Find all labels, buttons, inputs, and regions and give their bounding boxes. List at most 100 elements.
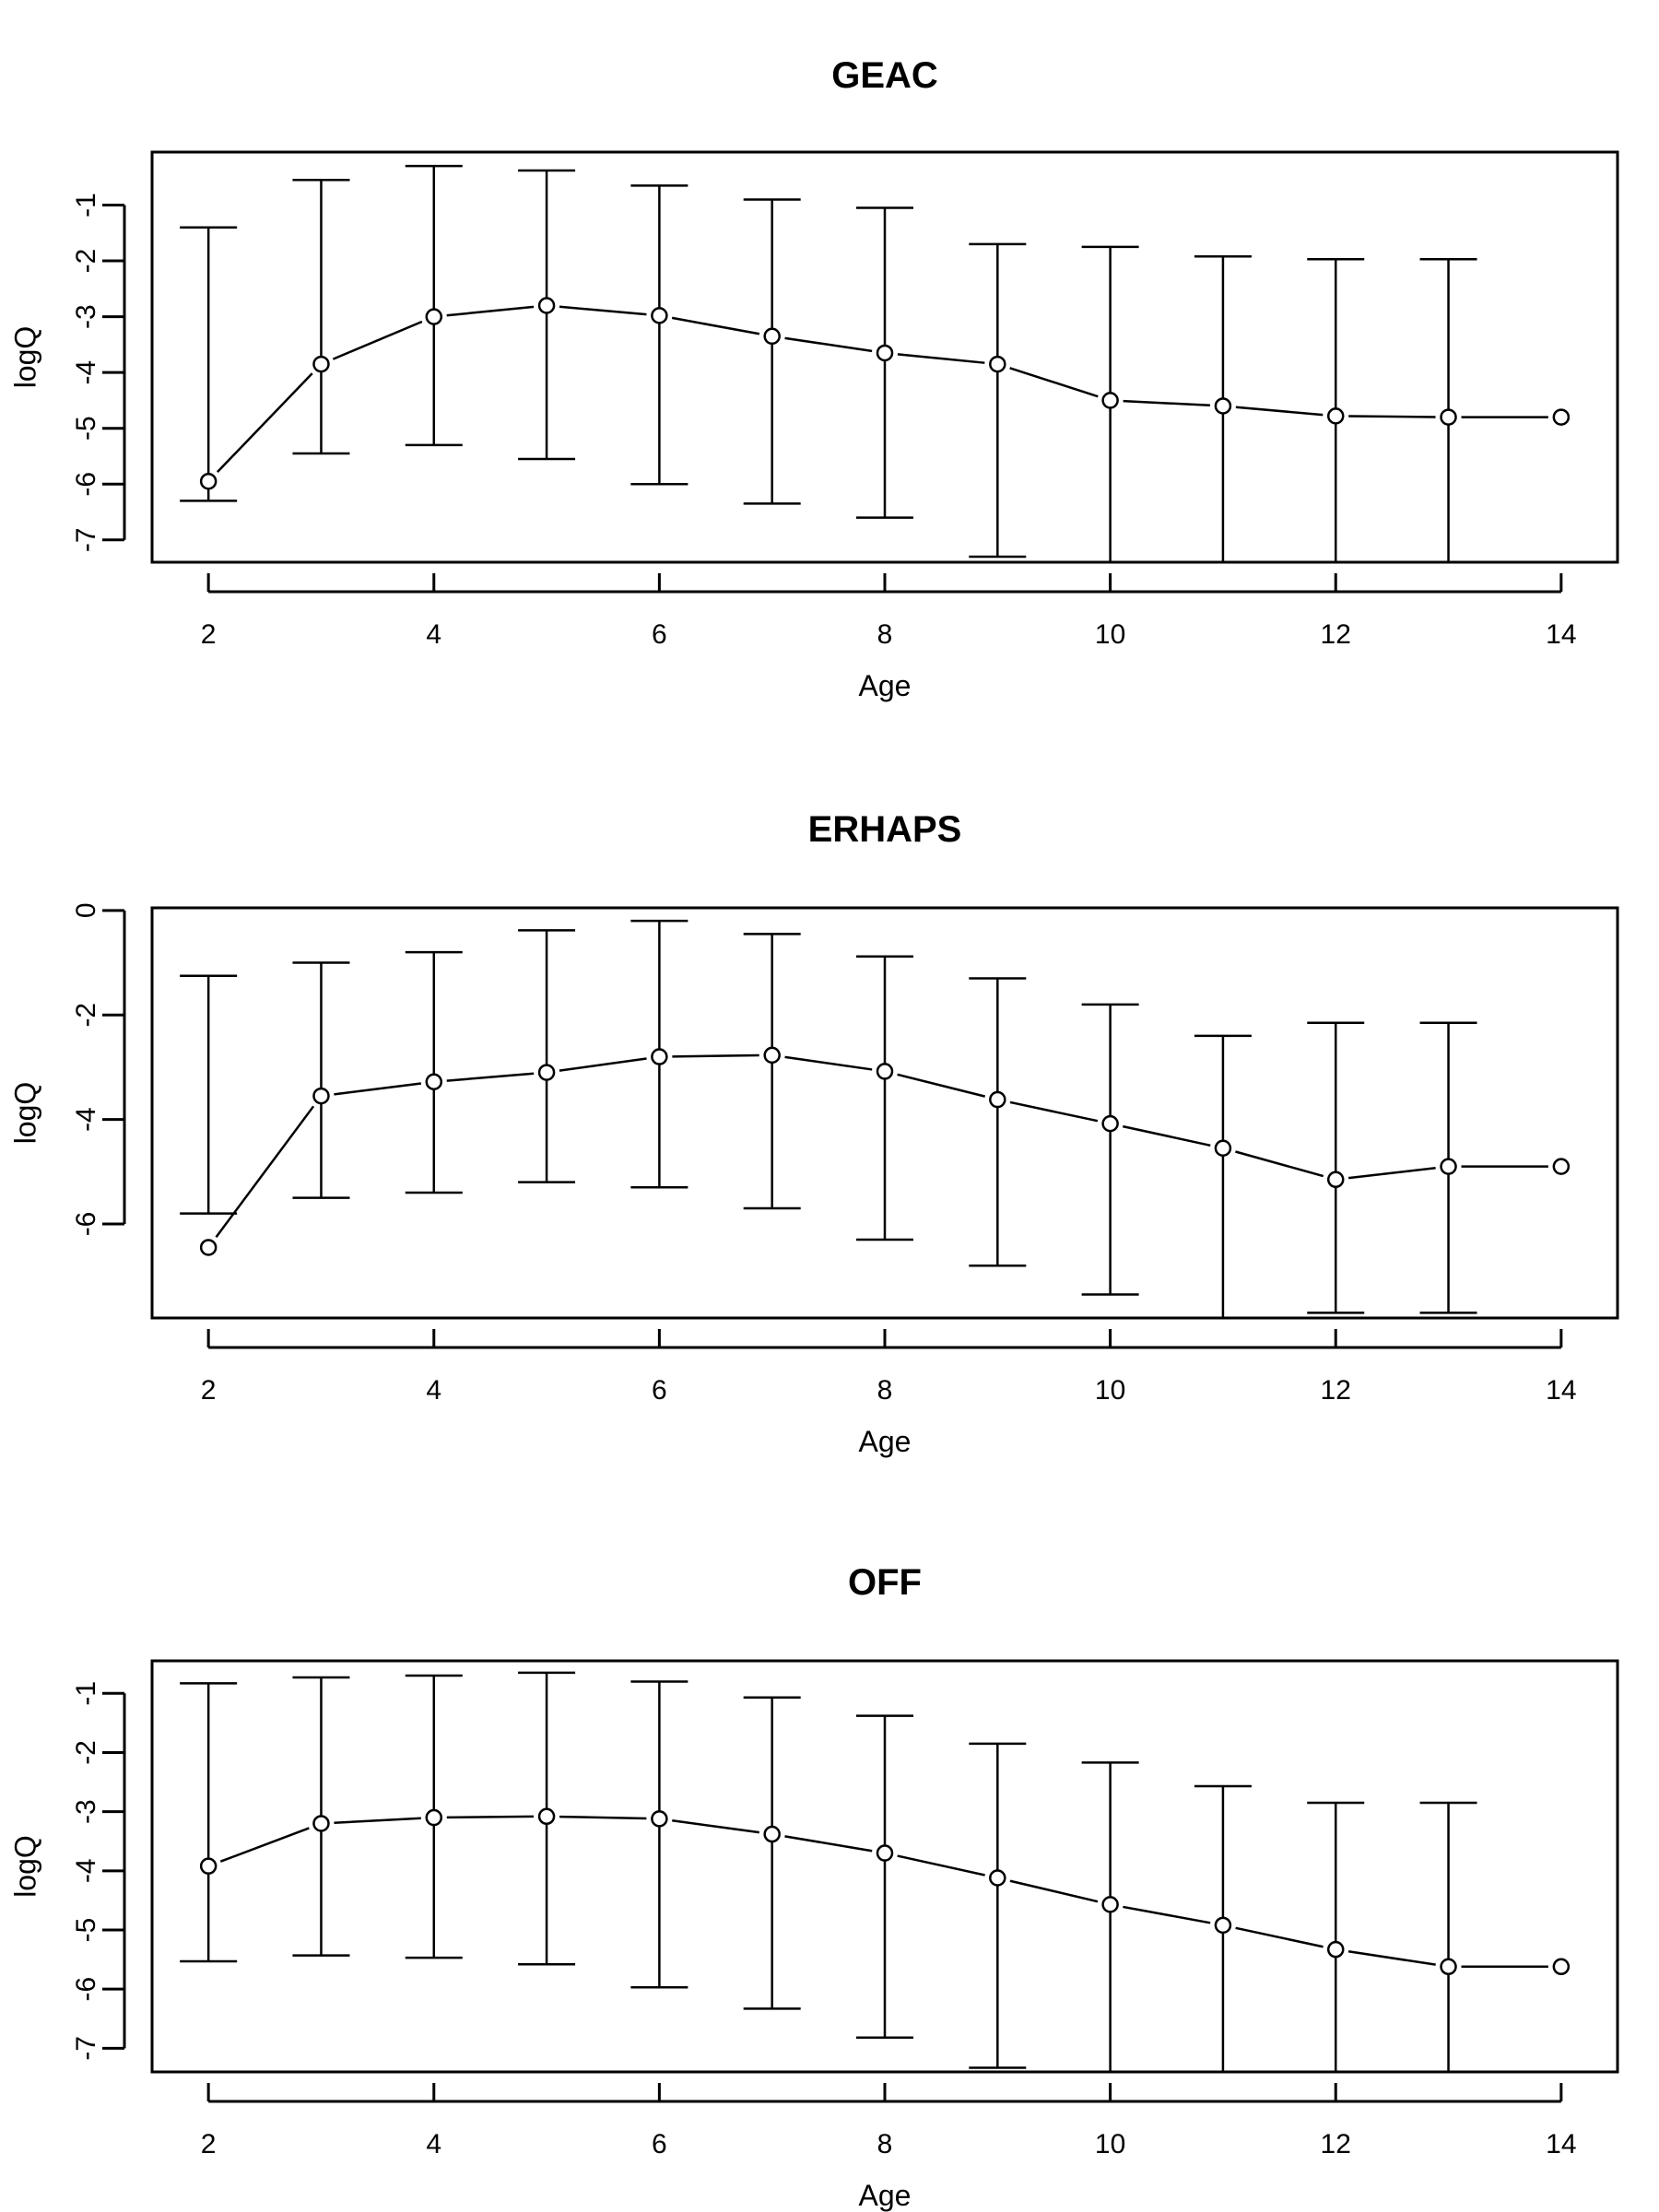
data-point: [1101, 392, 1119, 409]
y-axis-label: logQ: [8, 1082, 41, 1145]
x-axis-label: Age: [859, 1425, 912, 1458]
series-line-segment: [1123, 1124, 1211, 1147]
data-point: [1214, 1139, 1232, 1158]
series-line-segment: [897, 1854, 985, 1877]
data-point: [537, 1807, 556, 1826]
y-tick-label: 0: [71, 902, 101, 918]
y-tick-label: -2: [71, 1003, 101, 1028]
x-tick-label: 14: [1546, 2129, 1576, 2159]
x-tick-label: 2: [201, 2129, 217, 2159]
x-tick-label: 4: [426, 619, 441, 650]
data-point: [425, 1073, 443, 1091]
y-tick-label: -3: [71, 304, 101, 329]
data-point: [537, 1064, 556, 1081]
series-line-segment: [1347, 1950, 1436, 1966]
data-point: [312, 355, 330, 373]
panel-2: ERHAPS 2 4 6 8 10 12 14 0 -2 -4 -6 Age logQ: [8, 809, 1619, 1458]
y-tick-label: -5: [71, 1918, 101, 1943]
plot-frame: [150, 150, 1619, 564]
x-axis-label: Age: [859, 2179, 912, 2212]
y-axis-label: logQ: [8, 326, 41, 389]
series-line-segment: [897, 353, 985, 364]
data-point: [763, 1825, 781, 1843]
data-point: [1214, 1916, 1232, 1935]
data-point: [1440, 1958, 1457, 1976]
data-point: [312, 1815, 330, 1832]
y-tick-label: -1: [71, 1681, 101, 1706]
data-point: [876, 344, 894, 362]
x-tick-label: 10: [1095, 2129, 1125, 2159]
x-tick-label: 2: [201, 619, 217, 650]
data-point: [1101, 1896, 1119, 1913]
series-line-segment: [897, 1073, 986, 1098]
y-tick-label: -6: [71, 1212, 101, 1237]
data-point: [1552, 1158, 1571, 1175]
series-line-segment: [334, 1082, 422, 1096]
series-line-segment: [215, 1105, 315, 1238]
x-tick-label: 6: [652, 2129, 667, 2159]
data-point: [312, 1087, 330, 1105]
panel-3: OFF 2 4 6 8 10 12 14 -1 -2 -3 -4 -5 -6 -7 Age logQ: [8, 1562, 1619, 2212]
x-tick-label: 12: [1321, 2129, 1351, 2159]
data-point: [651, 1810, 668, 1828]
series-line-segment: [1123, 1905, 1211, 1924]
data-point: [537, 297, 556, 314]
data-point: [1326, 1171, 1345, 1189]
data-point: [989, 1090, 1006, 1109]
series-line-segment: [219, 1827, 310, 1863]
series-line-segment: [784, 1835, 873, 1853]
y-tick-label: -5: [71, 416, 101, 441]
y-tick-label: -3: [71, 1799, 101, 1824]
data-point: [876, 1063, 894, 1080]
data-point: [876, 1844, 894, 1862]
panel-1: GEAC 2 4 6 8 10 12 14 -1 -2 -3 -4 -5 -6 -7 Age logQ: [8, 55, 1619, 702]
series-line-segment: [1348, 415, 1436, 418]
x-tick-label: 8: [877, 2129, 893, 2159]
plot-frame: [150, 906, 1619, 1320]
y-tick-label: -7: [71, 527, 101, 552]
series-line-segment: [784, 1055, 873, 1071]
series-line-segment: [559, 1815, 647, 1820]
data-point: [199, 472, 218, 490]
series-line-segment: [446, 1072, 535, 1082]
series-line-segment: [1123, 399, 1211, 407]
series-line-segment: [332, 320, 423, 360]
y-tick-label: -6: [71, 1977, 101, 2002]
data-point: [1552, 408, 1571, 426]
data-point: [1440, 1158, 1457, 1175]
data-point: [425, 1808, 443, 1827]
x-tick-label: 8: [877, 619, 893, 650]
x-axis-label: Age: [859, 669, 912, 702]
y-tick-label: -2: [71, 249, 101, 274]
x-tick-label: 6: [652, 1375, 667, 1406]
data-point: [199, 1239, 218, 1256]
data-point: [989, 1869, 1006, 1887]
data-point: [651, 1048, 668, 1065]
series-line-segment: [446, 305, 535, 317]
data-point: [763, 1046, 781, 1065]
data-point: [989, 355, 1006, 373]
x-tick-label: 10: [1095, 1375, 1125, 1406]
series-line-segment: [1009, 1100, 1099, 1123]
series-line-segment: [671, 316, 760, 335]
data-point: [1552, 1958, 1571, 1976]
x-tick-label: 2: [201, 1375, 217, 1406]
data-point: [1326, 407, 1345, 425]
y-tick-label: -4: [71, 360, 101, 385]
x-tick-label: 8: [877, 1375, 893, 1406]
x-tick-label: 12: [1321, 1375, 1351, 1406]
x-tick-label: 4: [426, 2129, 441, 2159]
data-point: [1326, 1940, 1345, 1959]
series-line-segment: [1347, 1166, 1436, 1180]
x-tick-label: 6: [652, 619, 667, 650]
series-line-segment: [784, 336, 873, 353]
data-point: [651, 307, 668, 324]
panel-title: GEAC: [831, 55, 938, 96]
y-tick-label: -4: [71, 1107, 101, 1132]
series-line-segment: [1009, 1879, 1099, 1903]
y-tick-label: -2: [71, 1740, 101, 1765]
y-tick-label: -7: [71, 2036, 101, 2061]
data-point: [425, 308, 443, 325]
data-point: [199, 1857, 218, 1875]
series-line-segment: [559, 305, 647, 316]
